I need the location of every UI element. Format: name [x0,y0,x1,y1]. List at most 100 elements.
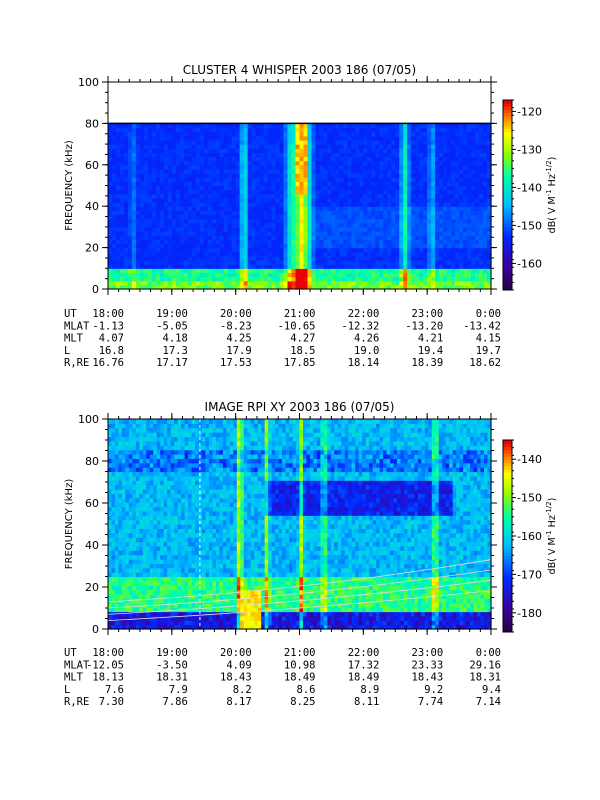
spectrogram-cell [459,185,464,191]
spectrogram-cell [195,148,201,153]
spectrogram-cell [227,131,233,137]
spectrogram-cell [403,144,408,149]
spectrogram-cell [455,206,460,211]
spectrogram-cell [463,268,468,274]
spectrogram-cell [219,144,225,149]
spectrogram-cell [211,222,217,228]
spectrogram-cell [235,247,241,253]
spectrogram-cell [435,264,440,269]
spectrogram-cell [347,193,352,199]
spectrogram-cell [219,127,225,133]
spectrogram-cell [128,528,133,534]
spectrogram-cell [247,152,253,158]
spectrogram-cell [243,280,249,286]
spectrogram-cell [275,260,281,265]
spectrogram-cell [147,231,153,236]
spectrogram-cell [108,144,113,149]
spectrogram-cell [375,284,380,290]
spectrogram-cell [251,189,257,195]
spectrogram-cell [139,243,145,249]
spectrogram-cell [419,135,424,141]
spectrogram-cell [143,280,149,286]
spectrogram-cell [163,440,168,446]
spectrogram-cell [118,462,123,468]
spectrogram-cell [146,624,151,630]
spectrogram-cell [391,280,396,286]
spectrogram-cell [259,189,265,195]
spectrogram-cell [287,160,293,166]
spectrogram-cell [295,144,301,149]
spectrogram-cell [327,197,333,203]
spectrogram-cell [160,423,165,429]
spectrogram-cell [151,197,157,203]
spectrogram-cell [223,214,229,220]
spectrogram-cell [467,243,472,249]
spectrogram-cell [383,276,388,282]
spectrogram-cell [355,243,360,249]
spectrogram-cell [243,222,249,228]
spectrogram-cell [111,449,116,455]
spectrogram-cell [115,276,121,282]
spectrogram-cell [195,206,201,211]
spectrogram-cell [155,239,161,245]
spectrogram-cell [183,144,189,149]
spectrogram-cell [125,567,130,573]
spectrogram-cell [487,243,492,249]
spectrogram-cell [311,202,317,207]
spectrogram-cell [307,168,313,174]
spectrogram-cell [259,202,265,207]
spectrogram-cell [131,160,137,166]
spectrogram-cell [283,189,289,195]
spectrogram-cell [167,432,172,438]
spectrogram-cell [399,160,404,166]
spectrogram-cell [411,226,416,232]
spectrogram-cell [128,427,133,433]
spectrogram-cell [439,173,444,178]
spectrogram-cell [415,210,420,216]
spectrogram-cell [451,268,456,274]
spectrogram-cell [125,589,130,595]
spectrogram-cell [331,156,337,162]
spectrogram-cell [299,210,305,216]
spectrogram-cell [111,131,117,137]
spectrogram-cell [114,454,120,459]
spectrogram-cell [235,222,241,228]
spectrogram-cell [146,541,151,547]
spectrogram-cell [391,152,396,158]
spectrogram-cell [299,139,305,145]
spectrogram-cell [163,475,168,481]
spectrogram-cell [207,148,213,153]
spectrogram-cell [199,264,205,269]
spectrogram-cell [147,251,153,257]
spectrogram-cell [451,260,456,265]
spectrogram-cell [243,148,249,153]
spectrogram-cell [371,231,376,236]
spectrogram-cell [475,235,480,240]
spectrogram-cell [128,471,133,477]
spectrogram-cell [343,226,348,232]
spectrogram-cell [267,268,273,274]
spectrogram-cell [275,268,281,274]
spectrogram-cell [387,251,392,257]
spectrogram-cell [307,185,313,191]
spectrogram-cell [387,280,392,286]
spectrogram-cell [423,276,428,282]
colorbar-swatch [503,210,512,215]
spectrogram-cell [123,123,129,129]
spectrogram-cell [463,264,468,269]
spectrogram-cell [479,202,484,207]
spectrogram-cell [167,467,172,473]
spectrogram-cell [343,222,348,228]
spectrogram-cell [139,580,144,586]
spectrogram-cell [347,239,352,245]
spectrogram-cell [195,222,201,228]
spectrogram-cell [323,144,329,149]
spectrogram-cell [155,222,161,228]
spectrogram-cell [135,231,141,236]
spectrogram-cell [347,189,352,195]
spectrogram-cell [187,177,193,182]
spectrogram-cell [139,493,144,499]
spectrogram-cell [327,264,333,269]
spectrogram-cell [387,177,392,182]
spectrogram-cell [371,255,376,261]
